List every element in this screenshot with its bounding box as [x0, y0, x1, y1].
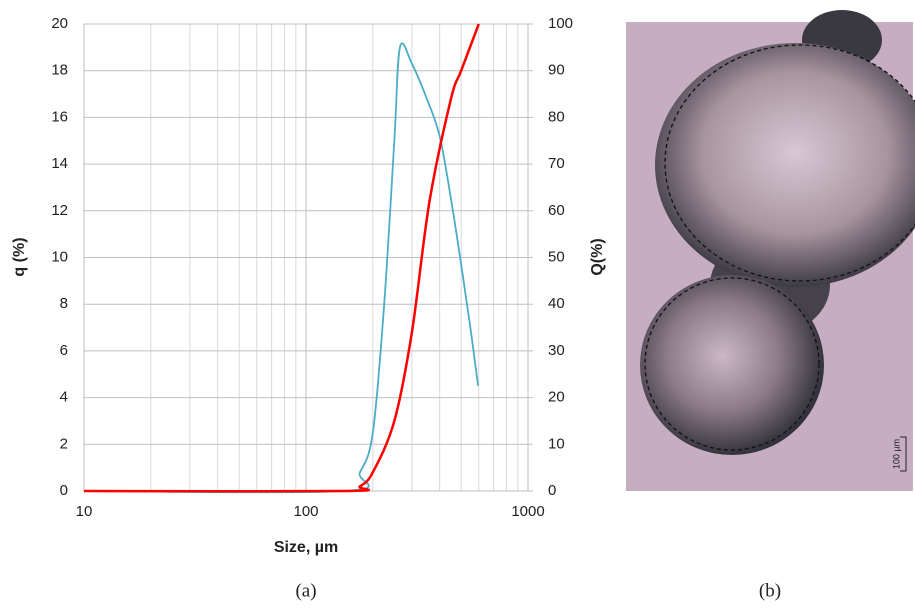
y-tick-label: 6 [60, 342, 68, 359]
particle [655, 43, 915, 287]
series-line [83, 23, 480, 493]
y2-tick-label: 10 [548, 435, 565, 452]
y2-tick-label: 40 [548, 295, 565, 312]
x-axis-label: Size, µm [274, 539, 338, 556]
scale-bar-label: 100 µm [891, 439, 901, 469]
scale-bar [900, 436, 907, 472]
particle [640, 275, 824, 455]
y-tick-label: 20 [51, 15, 68, 32]
series-line [83, 42, 479, 494]
y2-tick-label: 60 [548, 202, 565, 219]
x-tick-label: 100 [293, 503, 318, 520]
y2-tick-label: 90 [548, 62, 565, 79]
y-tick-label: 2 [60, 435, 68, 452]
y2-tick-label: 20 [548, 389, 565, 406]
y-tick-label: 16 [51, 108, 68, 125]
outline [644, 277, 820, 451]
caption: (b) [759, 580, 781, 601]
y2-tick-label: 70 [548, 155, 565, 172]
x-tick-label: 1000 [511, 503, 544, 520]
y-tick-label: 8 [60, 295, 68, 312]
micrograph: 100 µm [626, 10, 915, 491]
x-tick-label: 10 [76, 503, 93, 520]
y2-tick-label: 0 [548, 482, 556, 499]
y2-tick-label: 100 [548, 15, 573, 32]
y-tick-label: 18 [51, 62, 68, 79]
caption: (a) [295, 580, 316, 601]
y-tick-label: 10 [51, 248, 68, 265]
y-tick-label: 14 [51, 155, 68, 172]
y-tick-label: 12 [51, 202, 68, 219]
y-axis-label: q (%) [11, 237, 28, 276]
y2-tick-label: 80 [548, 108, 565, 125]
y-tick-label: 0 [60, 482, 68, 499]
y2-tick-label: 30 [548, 342, 565, 359]
y2-axis-label: Q(%) [589, 238, 606, 275]
y2-tick-label: 50 [548, 248, 565, 265]
y-tick-label: 4 [60, 389, 68, 406]
outline [664, 44, 915, 282]
